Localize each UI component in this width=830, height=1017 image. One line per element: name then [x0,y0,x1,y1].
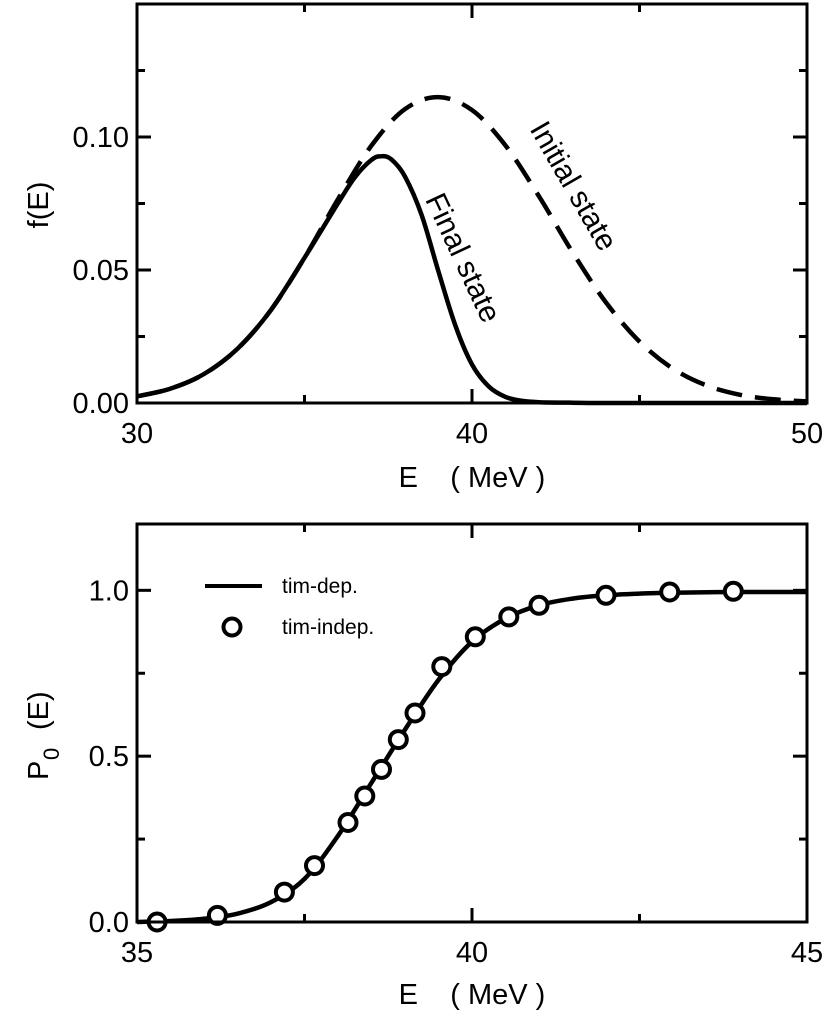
top-panel-ylabel: f(E) [23,182,55,229]
bottom-y-tick-label: 0.5 [89,741,129,773]
tim-indep-marker [337,812,359,833]
top-panel-tick-labels: 30 40 50 0.00 0.05 0.10 [73,122,824,450]
tim-dep-curve [136,589,808,925]
tim-indep-marker [371,758,392,780]
legend: tim-dep. tim-indep. [205,575,374,639]
legend-entry-tim-dep: tim-dep. [282,575,358,598]
bottom-y-tick-label: 0.0 [89,907,129,939]
tim-indep-marker [304,855,325,877]
top-x-tick-label: 30 [121,418,153,450]
top-panel-xlabel: E ( MeV ) [399,462,546,494]
tim-indep-marker [354,785,376,807]
tim-indep-marker [206,904,228,926]
tim-indep-marker [528,594,550,616]
final-state-label: Final state [418,188,506,327]
bottom-y-tick-label: 1.0 [89,575,129,607]
tim-indep-marker [404,702,426,724]
top-panel-frame [135,2,809,405]
tim-indep-marker [431,656,453,678]
tim-indep-marker [273,881,295,903]
top-panel: 30 40 50 0.00 0.05 0.10 E ( MeV ) f(E) Initia… [23,2,824,494]
bottom-panel-tick-labels: 35 40 45 0.0 0.5 1.0 [89,575,823,969]
top-x-tick-label: 40 [456,418,488,450]
bottom-panel-ylabel: P 0 (E) [23,691,64,780]
ylabel-p: P [23,761,55,780]
top-panel-ticks [135,2,809,405]
tim-indep-marker [659,581,681,603]
tim-indep-marker [387,729,409,751]
tim-indep-marker [722,580,744,602]
bottom-x-tick-label: 45 [791,937,823,969]
ylabel-suffix: (E) [23,691,55,730]
bottom-x-tick-label: 35 [121,937,153,969]
bottom-panel-frame [135,522,809,924]
initial-state-label: Initial state [523,116,623,257]
legend-entry-tim-indep: tim-indep. [282,616,374,639]
top-y-tick-label: 0.10 [73,122,129,154]
bottom-panel-ticks [135,524,809,924]
tim-indep-marker [595,584,617,606]
ylabel-subscript: 0 [39,748,64,760]
legend-marker-swatch [221,616,243,638]
bottom-panel-curves [136,589,808,925]
top-y-tick-label: 0.00 [73,388,129,420]
tim-indep-marker [464,626,486,648]
top-x-tick-label: 50 [791,418,823,450]
top-y-tick-label: 0.05 [73,255,129,287]
bottom-panel-xlabel: E ( MeV ) [399,979,546,1011]
bottom-panel: 35 40 45 0.0 0.5 1.0 E ( MeV ) P 0 (E) tim-de… [23,522,823,1011]
tim-indep-marker [498,606,520,628]
bottom-x-tick-label: 40 [456,937,488,969]
